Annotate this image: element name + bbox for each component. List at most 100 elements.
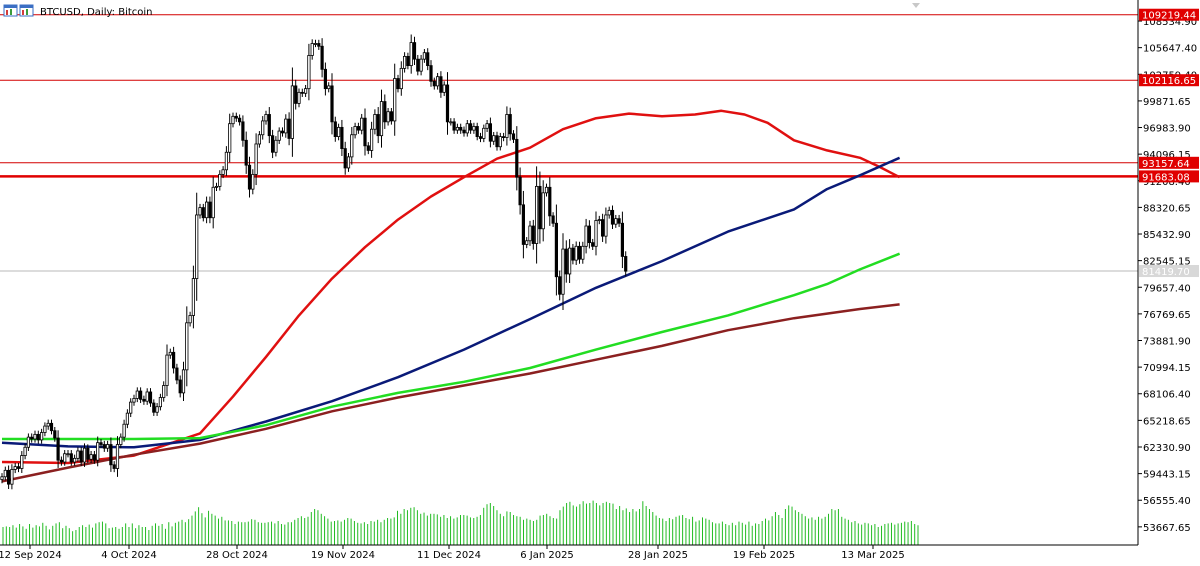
candle-bull (369, 128, 374, 151)
candle-bear (416, 58, 420, 72)
volume-histogram (2, 500, 919, 545)
candle-bear (564, 248, 568, 275)
candle-bull (353, 126, 357, 136)
candle-bear (495, 135, 499, 148)
candle-bull (435, 76, 440, 87)
price-level-label: 91683.08 (1142, 172, 1190, 183)
candle-bull (544, 186, 549, 194)
candle-bear (112, 464, 116, 469)
candle-bull (66, 453, 70, 456)
candle-bear (624, 256, 628, 272)
candle-bull (409, 42, 413, 67)
y-tick-label: 73881.90 (1143, 337, 1191, 348)
chart-window-icon (3, 4, 34, 17)
y-tick-label: 105647.40 (1143, 44, 1197, 55)
y-tick-label: 94096.15 (1143, 150, 1191, 161)
candle-bear (241, 121, 245, 141)
price-level-label: 102116.65 (1142, 76, 1196, 87)
symbol-label: BTCUSD, Daily: Bitcoin (40, 7, 153, 18)
candle-bull (33, 433, 37, 440)
candle-bear (267, 114, 271, 137)
price-level-label: 93157.64 (1142, 159, 1190, 170)
candle-bull (46, 422, 50, 427)
candle-bear (69, 453, 73, 463)
candle-bear (56, 437, 60, 461)
x-tick-label: 28 Jan 2025 (628, 550, 688, 561)
candle-bear (363, 117, 367, 147)
candle-bear (49, 422, 54, 432)
candle-bear (468, 123, 473, 131)
y-tick-label: 82545.15 (1143, 257, 1191, 268)
candle-bear (488, 123, 493, 142)
candle-bear (548, 186, 552, 217)
candle-bear (515, 138, 519, 178)
candle-bull (614, 218, 618, 225)
shift-marker-icon[interactable] (912, 3, 920, 8)
candle-bear (320, 45, 324, 70)
y-tick-label: 56555.40 (1143, 496, 1191, 507)
candle-bear (300, 91, 304, 94)
candle-bull (63, 453, 67, 463)
x-tick-label: 6 Jan 2025 (520, 550, 574, 561)
candle-bear (412, 42, 417, 60)
candle-bear (86, 447, 90, 460)
candle-bear (330, 85, 334, 123)
chart-header: BTCUSD, Daily: Bitcoin (3, 3, 920, 18)
candle-bear (171, 351, 176, 369)
candle-bull (386, 111, 390, 123)
candle-bear (7, 469, 11, 485)
candle-bull (584, 225, 588, 247)
candle-bull (336, 126, 341, 137)
candle-bear (429, 65, 433, 82)
candle-bull (422, 52, 427, 60)
candle-bull (350, 134, 354, 158)
candle-bull (313, 43, 318, 45)
candle-bear (59, 459, 64, 463)
candle-bear (459, 126, 463, 131)
candle-bear (109, 444, 113, 466)
candle-bull (40, 432, 44, 441)
candle-bull (498, 136, 502, 148)
candle-bear (521, 204, 526, 245)
candle-bull (581, 245, 585, 260)
x-tick-label: 19 Nov 2024 (311, 550, 375, 561)
x-tick-label: 19 Feb 2025 (733, 550, 795, 561)
candle-bull (122, 423, 126, 438)
candle-bear (551, 215, 555, 224)
candle-bull (254, 143, 258, 175)
x-tick-label: 13 Mar 2025 (841, 550, 904, 561)
candle-bull (327, 85, 331, 90)
candle-bull (158, 397, 162, 408)
candle-bear (577, 245, 582, 260)
y-tick-label: 108534.90 (1143, 17, 1197, 28)
y-tick-label: 59443.15 (1143, 470, 1191, 481)
y-tick-label: 65218.65 (1143, 416, 1191, 427)
candle-bear (617, 218, 621, 224)
candle-bull (3, 469, 7, 478)
moving-average-navy (1, 156, 901, 449)
y-tick-label: 85432.90 (1143, 230, 1191, 241)
candle-bull (393, 78, 397, 122)
y-tick-label: 88320.65 (1143, 203, 1191, 214)
moving-averages (1, 109, 901, 483)
candle-bull (218, 173, 222, 187)
candle-bull (13, 466, 17, 470)
moving-average-red (1, 109, 901, 465)
candle-bear (366, 145, 370, 151)
candle-bull (535, 185, 539, 244)
candle-bull (399, 67, 403, 90)
price-level-tag (1139, 74, 1199, 87)
candle-bear (79, 450, 83, 463)
candle-bull (195, 214, 199, 279)
candle-bull (115, 444, 120, 469)
candle-bull (284, 118, 288, 134)
y-tick-label: 76769.65 (1143, 310, 1191, 321)
candle-bear (554, 222, 559, 278)
candle-bull (155, 406, 159, 413)
candle-bear (30, 436, 34, 440)
candle-bear (610, 209, 615, 225)
candle-bull (224, 151, 228, 171)
